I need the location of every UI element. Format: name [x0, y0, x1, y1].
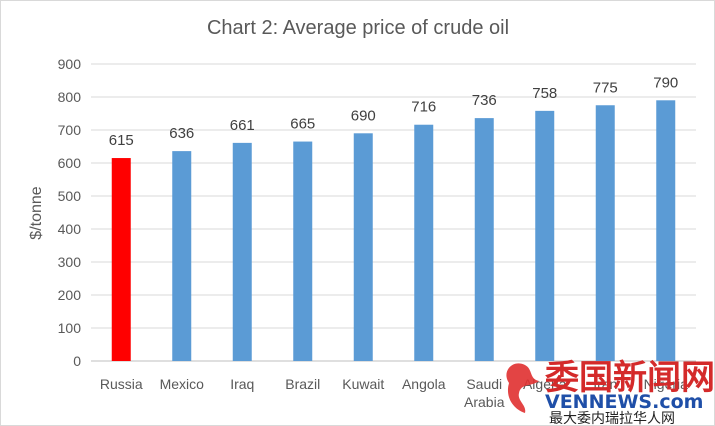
vennews-watermark-logo: 委国新闻网 VENNEWS.com 最大委内瑞拉华人网 — [506, 358, 714, 425]
data-label: 736 — [472, 92, 497, 109]
bar-russia — [111, 158, 131, 361]
data-label: 690 — [351, 107, 376, 124]
bar-algeria — [535, 110, 555, 361]
y-tick-label: 0 — [73, 353, 81, 369]
y-tick-label: 800 — [58, 89, 82, 105]
watermark-title: 委国新闻网 — [545, 358, 714, 398]
data-label: 615 — [109, 132, 134, 149]
data-label: 716 — [411, 99, 436, 116]
data-label: 661 — [230, 117, 255, 134]
y-tick-label: 300 — [58, 254, 82, 270]
bar-nigeria — [656, 100, 676, 362]
y-axis-label: $/tonne — [28, 186, 45, 239]
data-labels: 615 636 661 665 690 716 736 758 775 790 — [109, 74, 679, 149]
y-tick-label: 900 — [58, 56, 82, 72]
category-label: Iraq — [230, 376, 254, 392]
category-label: Russia — [100, 376, 143, 392]
category-label: Angola — [402, 376, 446, 392]
data-label: 758 — [532, 85, 557, 102]
y-tick-label: 100 — [58, 320, 82, 336]
bar-brazil — [293, 141, 313, 361]
y-tick-label: 200 — [58, 287, 82, 303]
bar-angola — [414, 124, 434, 361]
dragon-emblem-icon — [506, 363, 539, 413]
category-label: Mexico — [160, 376, 205, 392]
data-label: 665 — [290, 116, 315, 133]
category-label: Nigeria — [644, 376, 689, 392]
data-label: 790 — [653, 74, 678, 91]
x-axis-categories: Russia Mexico Iraq Brazil Kuwait Angola Saudi A… — [100, 376, 688, 410]
category-label: Saudi Arabia — [464, 376, 505, 410]
data-label: 775 — [593, 79, 618, 96]
bar-iraq — [232, 142, 252, 361]
bar-kuwait — [353, 133, 373, 361]
bar-mexico — [172, 151, 192, 361]
watermark-subtitle: 最大委内瑞拉华人网 — [549, 411, 675, 425]
chart-title: Chart 2: Average price of crude oil — [207, 17, 509, 39]
data-label: 636 — [169, 125, 194, 142]
y-tick-label: 400 — [58, 221, 82, 237]
bar-saudi-arabia — [474, 118, 494, 362]
category-label: Iran — [593, 376, 617, 392]
y-tick-label: 700 — [58, 122, 82, 138]
category-label: Kuwait — [342, 376, 384, 392]
y-axis-ticks: 0 100 200 300 400 500 600 700 800 900 — [58, 56, 82, 369]
category-label: Brazil — [285, 376, 320, 392]
bar-iran — [595, 105, 615, 361]
gridlines — [91, 63, 696, 362]
y-tick-label: 600 — [58, 155, 82, 171]
watermark-url: VENNEWS.com — [545, 391, 703, 413]
bars — [111, 100, 676, 362]
y-tick-label: 500 — [58, 188, 82, 204]
